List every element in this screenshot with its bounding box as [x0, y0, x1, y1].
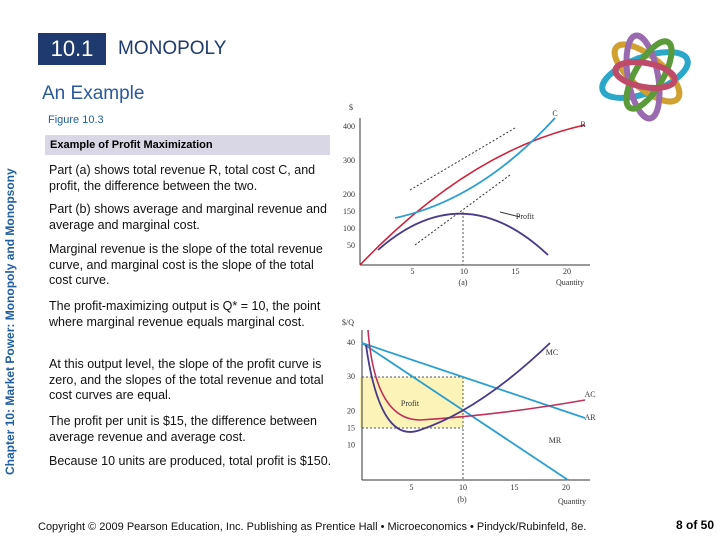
y-tick-label: 100: [343, 224, 355, 233]
leader-line: [499, 211, 521, 218]
slide-subtitle: An Example: [42, 83, 145, 104]
figure-charts: 400 300 200 150 100 50 5 10 15 20 $ Quantity (a) C R Pr…: [342, 103, 596, 506]
y-tick-label: 15: [347, 424, 355, 433]
y-tick-label: 400: [343, 122, 355, 131]
y-tick-label: 10: [347, 441, 355, 450]
slide-title: MONOPOLY: [118, 38, 227, 59]
x-tick-label: 5: [410, 483, 414, 492]
mr-line: [361, 342, 569, 481]
box-title: Example of Profit Maximization: [45, 135, 330, 155]
revenue-curve: [359, 124, 586, 266]
figure-label: Figure 10.3: [48, 114, 104, 126]
bullet: Marginal revenue is the slope of the tot…: [49, 242, 323, 287]
curve-label: Profit: [516, 212, 535, 221]
tangent-line: [414, 174, 511, 246]
copyright: Copyright © 2009 Pearson Education, Inc.…: [38, 521, 587, 533]
x-tick-label: 10: [460, 267, 468, 276]
curve-label: C: [552, 109, 557, 118]
bullet: Part (b) shows average and marginal reve…: [49, 202, 327, 232]
x-tick-label: 15: [511, 483, 519, 492]
x-axis-label: Quantity: [556, 278, 584, 287]
bullet: The profit per unit is $15, the differen…: [49, 414, 317, 444]
cost-curve: [394, 117, 556, 219]
y-tick-label: 20: [347, 406, 355, 415]
tangent-line: [409, 127, 516, 191]
bullet: At this output level, the slope of the p…: [49, 357, 324, 402]
bullet: The profit-maximizing output is Q* = 10,…: [49, 299, 321, 329]
curve-label: AC: [584, 390, 595, 399]
bullet: Part (a) shows total revenue R, total co…: [49, 163, 316, 193]
y-axis-label: $/Q: [342, 318, 354, 327]
ac-curve: [367, 329, 586, 421]
y-tick-label: 200: [343, 190, 355, 199]
curve-label: R: [580, 120, 586, 129]
caption: (a): [459, 278, 468, 287]
x-tick-label: 10: [459, 483, 467, 492]
curve-label: MC: [546, 348, 558, 357]
x-tick-label: 5: [411, 267, 415, 276]
curve-label: AR: [584, 413, 596, 422]
bullet: Because 10 units are produced, total pro…: [49, 454, 332, 468]
profit-curve: [377, 212, 549, 256]
x-tick-label: 15: [512, 267, 520, 276]
y-tick-label: 300: [343, 156, 355, 165]
area-label: Profit: [401, 399, 420, 408]
x-tick-label: 20: [563, 267, 571, 276]
x-axis-label: Quantity: [558, 497, 586, 506]
caption: (b): [457, 495, 467, 504]
y-tick-label: 40: [347, 338, 355, 347]
page-number: 8 of 50: [676, 518, 715, 532]
rings-logo: [599, 32, 691, 122]
curve-label: MR: [549, 436, 562, 445]
y-axis-label: $: [349, 103, 353, 112]
x-tick-label: 20: [562, 483, 570, 492]
section-number: 10.1: [38, 33, 106, 65]
y-tick-label: 150: [343, 207, 355, 216]
y-tick-label: 50: [347, 241, 355, 250]
mc-curve: [365, 342, 551, 433]
y-tick-label: 30: [347, 372, 355, 381]
